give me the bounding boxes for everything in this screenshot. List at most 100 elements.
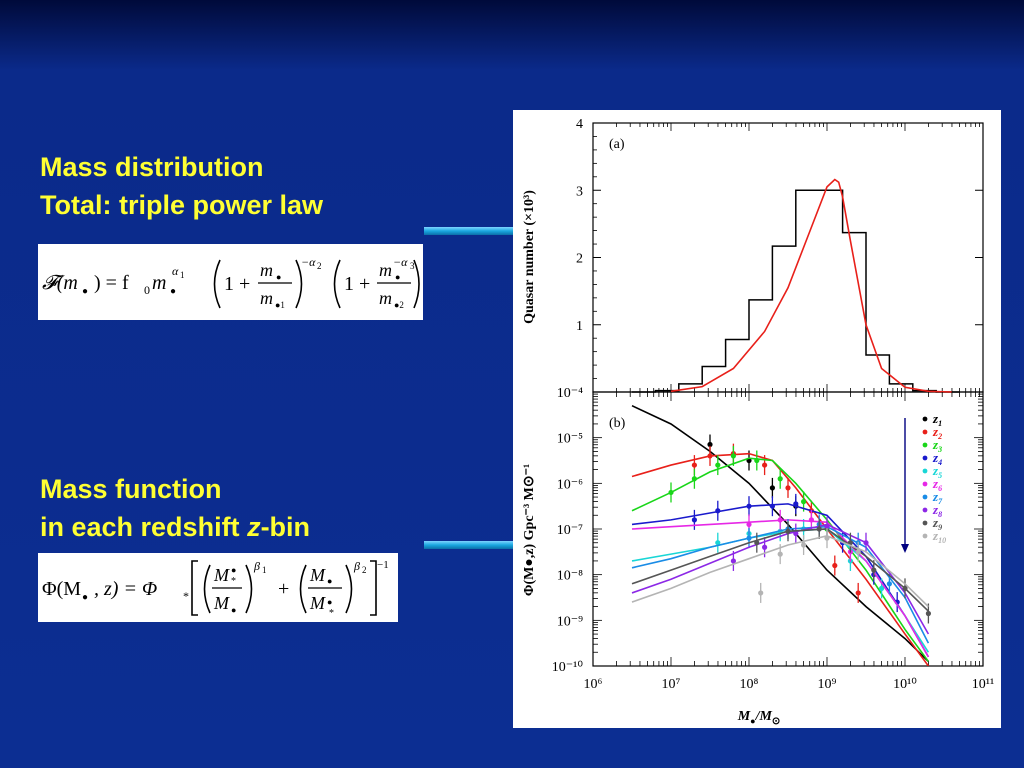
formula2-dot: ● [327,576,332,586]
panel-b-ylabel: Φ(M●,z) Gpc⁻³ M⊙⁻¹ [522,464,537,596]
formula-alpha2: −α [301,255,316,269]
formula-dot: ● [170,286,176,297]
formula2-M: M [309,565,326,585]
formula-alpha3: −α [393,255,408,269]
heading-line: Total: triple power law [40,190,324,220]
panel-a-ylabel: Quasar number (×10³) [522,190,537,324]
triple-power-law-formula: 𝓕(m ● ) = f 0 m ● α 1 1 + m ● m ●1 −α 2 … [38,244,423,320]
data-point-z5 [715,540,721,546]
data-point-z2 [832,562,838,569]
formula-den-sub: ●1 [275,300,285,310]
data-point-z6 [746,521,752,528]
data-point-z3 [715,462,721,468]
data-point-z9 [754,540,760,546]
legend-label-z7: z7 [932,489,943,506]
y-tick-label: 10⁻⁹ [557,614,583,629]
legend-label-z9: z9 [932,515,942,532]
data-point-z7 [746,535,752,541]
formula-dot: ● [395,272,400,282]
formula-dot: ● [82,286,88,297]
y-tick-label: 10⁻⁶ [557,477,583,492]
data-point-z1 [769,485,775,491]
y-tick-label: 10⁻⁸ [557,569,583,584]
formula2-Mstar: M [309,593,326,613]
y-tick-label: 3 [576,184,583,199]
data-point-z3 [777,476,783,482]
legend-label-z2: z2 [932,424,942,441]
legend-marker-z1 [922,416,928,422]
data-point-z9 [925,610,931,617]
series-line-z9 [631,528,929,612]
formula2-paren [203,564,211,614]
x-tick-label: 10⁸ [740,677,759,692]
series-line-z3 [631,457,930,662]
y-tick-label: 1 [576,319,583,334]
formula-paren [333,259,341,309]
heading-line: Mass function [40,474,222,504]
data-point-z8 [863,540,869,546]
data-point-z3 [754,457,760,464]
legend-marker-z5 [922,468,928,474]
formula-alpha3-sub: 3 [410,261,415,271]
legend-arrow-head [901,544,909,553]
quasar-mass-figure: (a) (b) Quasar number (×10³) Φ(M●,z) Gpc… [513,110,1001,728]
heading-line: in each redshift z-bin [40,508,310,546]
formula2-paren [245,564,253,614]
formula-paren [295,259,303,309]
data-point-z10 [758,590,764,596]
legend-label-z6: z6 [932,476,942,493]
formula-eq: ) = f [94,272,129,294]
data-point-z2 [691,462,697,468]
heading-italic-z: z [247,512,261,542]
heading-text: in each redshift [40,512,248,542]
formula2-dot: ● [327,597,332,607]
legend-marker-z3 [922,442,928,448]
formula-one-plus: 1 + [224,273,250,295]
formula-alpha2-sub: 2 [317,261,322,271]
fit-curve [670,178,952,393]
data-point-z6 [777,517,783,523]
series-group [631,404,931,666]
formula-den-m: m [379,288,392,308]
data-point-z10 [855,549,861,555]
formula2-beta2-sub: 2 [362,565,367,575]
data-point-z3 [691,476,697,482]
data-point-z1 [707,441,713,448]
formula2-M: M [213,593,230,613]
x-tick-label: 10¹¹ [972,677,994,692]
legend-marker-z8 [922,507,928,513]
formula2-bracket [191,560,198,616]
formula2-beta1: β [253,559,260,573]
y-tick-label: 10⁻⁷ [557,523,583,538]
data-point-z6 [808,517,814,523]
formula-den-m: m [260,288,273,308]
figure-svg: (a) (b) Quasar number (×10³) Φ(M●,z) Gpc… [522,117,994,727]
data-point-z4 [746,503,752,509]
mass-distribution-heading: Mass distribution Total: triple power la… [40,148,323,224]
formula-alpha1: α [172,264,179,278]
data-point-z4 [793,501,799,507]
series-line-z2 [631,452,930,666]
y-tick-label: 10⁻⁵ [557,432,583,447]
data-point-z8 [824,524,830,530]
formula-num-m: m [379,260,392,280]
formula-paren [413,259,420,309]
data-point-z2 [707,453,713,459]
legend-label-z5: z5 [932,463,942,480]
formula-dot: ● [276,272,281,282]
formula2-paren [345,564,353,614]
panel-a-label: (a) [609,137,625,152]
formula2-dot: ● [82,592,88,603]
formula2-plus: + [278,578,289,600]
formula2-star: * [183,589,189,603]
data-point-z2 [785,485,791,491]
legend-label-z8: z8 [932,502,942,519]
formula2-z-part: , z) = Φ [94,578,157,600]
formula2-dot: ● [231,605,236,615]
legend-marker-z4 [922,455,928,461]
formula2-beta2: β [353,559,360,573]
data-point-z4 [715,508,721,514]
formula-den-sub: ●2 [394,300,404,310]
heading-text: -bin [260,512,311,542]
legend-marker-z2 [922,429,928,435]
